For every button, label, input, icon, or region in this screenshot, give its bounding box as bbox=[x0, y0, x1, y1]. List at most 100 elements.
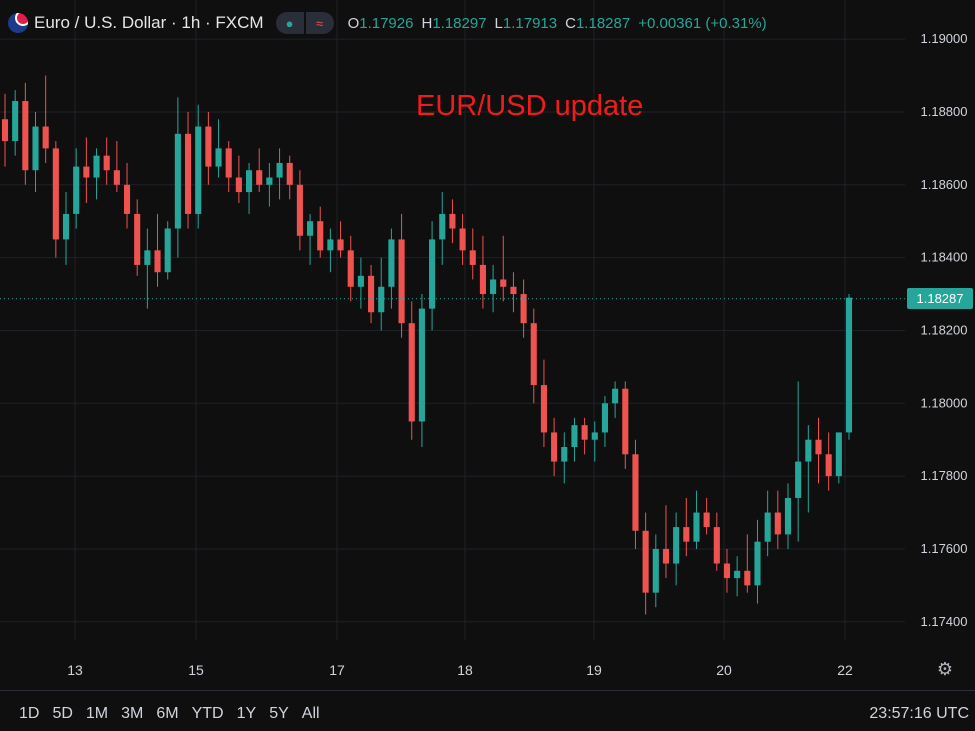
y-tick-label: 1.18800 bbox=[921, 104, 968, 119]
range-1y[interactable]: 1Y bbox=[236, 705, 257, 722]
y-tick-label: 1.18000 bbox=[921, 395, 968, 410]
range-5d[interactable]: 5D bbox=[52, 705, 73, 722]
ohlc-change: +0.00361 (+0.31%) bbox=[638, 14, 767, 32]
candle bbox=[154, 213, 161, 287]
candle bbox=[174, 97, 181, 258]
approx-icon[interactable]: ≈ bbox=[305, 12, 334, 34]
candle bbox=[744, 534, 751, 593]
ohlc-high: H1.18297 bbox=[421, 14, 487, 32]
candle bbox=[62, 192, 70, 265]
candle bbox=[357, 257, 364, 309]
candle bbox=[490, 264, 497, 313]
candle bbox=[571, 417, 578, 462]
candle bbox=[673, 512, 680, 586]
candle bbox=[103, 137, 110, 185]
candle bbox=[439, 192, 446, 265]
candle bbox=[123, 162, 131, 229]
candle bbox=[184, 111, 192, 229]
x-tick-label: 18 bbox=[457, 662, 473, 678]
y-tick-label: 1.17800 bbox=[921, 468, 968, 483]
range-6m[interactable]: 6M bbox=[156, 705, 179, 722]
range-selector: 1D 5D 1M 3M 6M YTD 1Y 5Y All bbox=[19, 705, 320, 723]
candle bbox=[703, 497, 710, 535]
last-price-label: 1.18287 bbox=[907, 288, 973, 310]
candle bbox=[205, 111, 212, 185]
candle bbox=[42, 75, 49, 163]
candles bbox=[1, 75, 853, 615]
candle bbox=[73, 148, 80, 229]
candle bbox=[540, 359, 547, 447]
x-axis: 13 15 17 18 19 20 22 bbox=[67, 662, 853, 678]
candle bbox=[144, 228, 151, 309]
candle bbox=[662, 505, 670, 579]
candle bbox=[561, 432, 568, 484]
candle bbox=[52, 141, 59, 258]
candle bbox=[347, 235, 354, 302]
range-all[interactable]: All bbox=[301, 705, 320, 722]
y-tick-label: 1.19000 bbox=[921, 31, 968, 46]
chart-title: EUR/USD update bbox=[416, 90, 644, 122]
status-pills: ● ≈ bbox=[275, 12, 334, 34]
price-chart[interactable]: 1.17400 1.17600 1.17800 1.18000 1.18200 1.184… bbox=[0, 0, 975, 690]
x-tick-label: 20 bbox=[716, 662, 732, 678]
candle bbox=[784, 483, 792, 549]
candle bbox=[134, 199, 141, 276]
candle bbox=[164, 221, 171, 280]
candle bbox=[296, 170, 303, 251]
y-tick-label: 1.18400 bbox=[921, 250, 968, 265]
candle bbox=[795, 381, 802, 542]
ohlc-readout: O1.17926 H1.18297 L1.17913 C1.18287 +0.0… bbox=[348, 15, 767, 32]
candle bbox=[408, 301, 415, 440]
ohlc-close: C1.18287 bbox=[565, 14, 631, 32]
candle bbox=[256, 148, 263, 193]
circle-dot-icon[interactable]: ● bbox=[275, 12, 304, 34]
candle bbox=[32, 111, 39, 193]
candle bbox=[713, 512, 720, 571]
candle bbox=[835, 432, 842, 484]
candle bbox=[276, 148, 283, 200]
range-5y[interactable]: 5Y bbox=[269, 705, 289, 722]
candle bbox=[825, 432, 832, 491]
y-tick-label: 1.18200 bbox=[921, 322, 968, 337]
x-tick-label: 13 bbox=[67, 662, 83, 678]
candle bbox=[693, 490, 700, 549]
y-tick-label: 1.17600 bbox=[921, 541, 968, 556]
candle bbox=[398, 213, 405, 338]
candle bbox=[815, 417, 822, 484]
candle bbox=[774, 490, 781, 549]
candle bbox=[225, 141, 232, 193]
candle bbox=[449, 199, 456, 244]
candle bbox=[12, 90, 19, 156]
symbol-title[interactable]: Euro / U.S. Dollar · 1h · FXCM bbox=[34, 13, 264, 32]
gear-icon[interactable]: ⚙ bbox=[936, 659, 954, 679]
candle bbox=[612, 381, 619, 418]
candle bbox=[368, 264, 375, 324]
ohlc-low: L1.17913 bbox=[494, 14, 558, 32]
candle bbox=[652, 534, 659, 608]
candle bbox=[805, 425, 812, 513]
candle bbox=[266, 162, 273, 207]
candle bbox=[1, 93, 9, 167]
candle bbox=[632, 439, 639, 549]
range-3m[interactable]: 3M bbox=[121, 705, 144, 722]
candle bbox=[683, 497, 690, 557]
candle bbox=[754, 519, 761, 604]
range-1m[interactable]: 1M bbox=[85, 705, 109, 722]
candle bbox=[337, 221, 344, 258]
range-1d[interactable]: 1D bbox=[19, 705, 40, 722]
candle bbox=[764, 490, 771, 557]
candle bbox=[307, 213, 314, 265]
candle bbox=[378, 257, 385, 331]
candle bbox=[235, 155, 242, 204]
candle bbox=[723, 548, 731, 593]
x-tick-label: 17 bbox=[329, 662, 345, 678]
eur-usd-flag-icon bbox=[8, 13, 28, 33]
candle bbox=[93, 148, 100, 200]
chart-header: Euro / U.S. Dollar · 1h · FXCM ● ≈ O1.17… bbox=[8, 8, 767, 38]
utc-clock[interactable]: 23:57:16 UTC bbox=[869, 705, 969, 722]
candle bbox=[22, 82, 29, 185]
candle bbox=[591, 421, 598, 462]
range-ytd[interactable]: YTD bbox=[191, 705, 224, 722]
ohlc-open: O1.17926 bbox=[347, 14, 414, 32]
candle bbox=[317, 206, 324, 258]
